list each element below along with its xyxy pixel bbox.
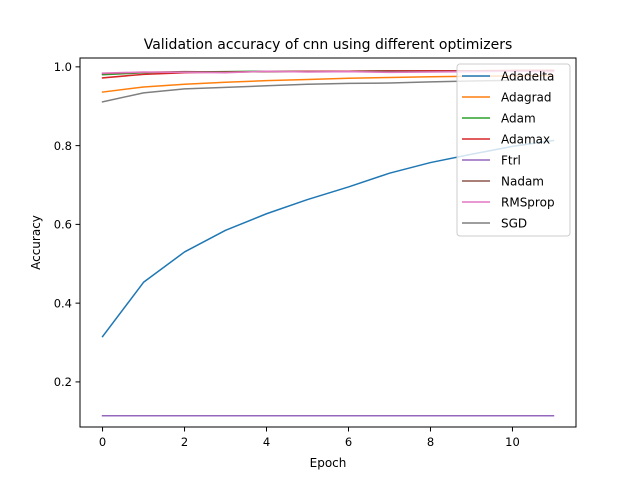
y-tick-label: 0.2: [54, 375, 72, 389]
legend-label-sgd: SGD: [501, 216, 527, 230]
legend-label-adamax: Adamax: [501, 132, 550, 146]
legend-label-adadelta: Adadelta: [501, 69, 554, 83]
y-axis-label: Accuracy: [29, 215, 43, 270]
x-tick-label: 0: [99, 435, 106, 449]
x-tick-label: 2: [181, 435, 188, 449]
y-tick-label: 1.0: [54, 60, 72, 74]
axes-frame: [79, 57, 577, 428]
legend-label-rmsprop: RMSprop: [501, 195, 555, 209]
chart-title: Validation accuracy of cnn using differe…: [144, 37, 513, 53]
x-tick-label: 6: [345, 435, 352, 449]
y-tick-label: 0.6: [54, 218, 72, 232]
y-tick-label: 0.8: [54, 139, 72, 153]
x-axis-ticks: 0 2 4 6 8 10: [99, 427, 520, 449]
x-tick-label: 4: [263, 435, 270, 449]
legend-label-ftrl: Ftrl: [501, 153, 521, 167]
legend-label-adagrad: Adagrad: [501, 90, 552, 104]
x-tick-label: 10: [505, 435, 520, 449]
y-tick-label: 0.4: [54, 296, 72, 310]
legend-label-adam: Adam: [501, 111, 536, 125]
y-axis-ticks: 0.2 0.4 0.6 0.8 1.0: [54, 60, 80, 389]
x-tick-label: 8: [427, 435, 434, 449]
legend-items: Adadelta Adagrad Adam Adamax Ftrl Nadam RMSpro…: [462, 69, 555, 230]
x-axis-label: Epoch: [310, 456, 347, 470]
legend-label-nadam: Nadam: [501, 174, 544, 188]
plot-area: 0 2 4 6 8 10 0.2 0.4 0.6 0.8 1.0: [54, 57, 577, 449]
legend-box: [456, 63, 571, 237]
legend: Adadelta Adagrad Adam Adamax Ftrl Nadam RMSpro…: [456, 63, 571, 237]
